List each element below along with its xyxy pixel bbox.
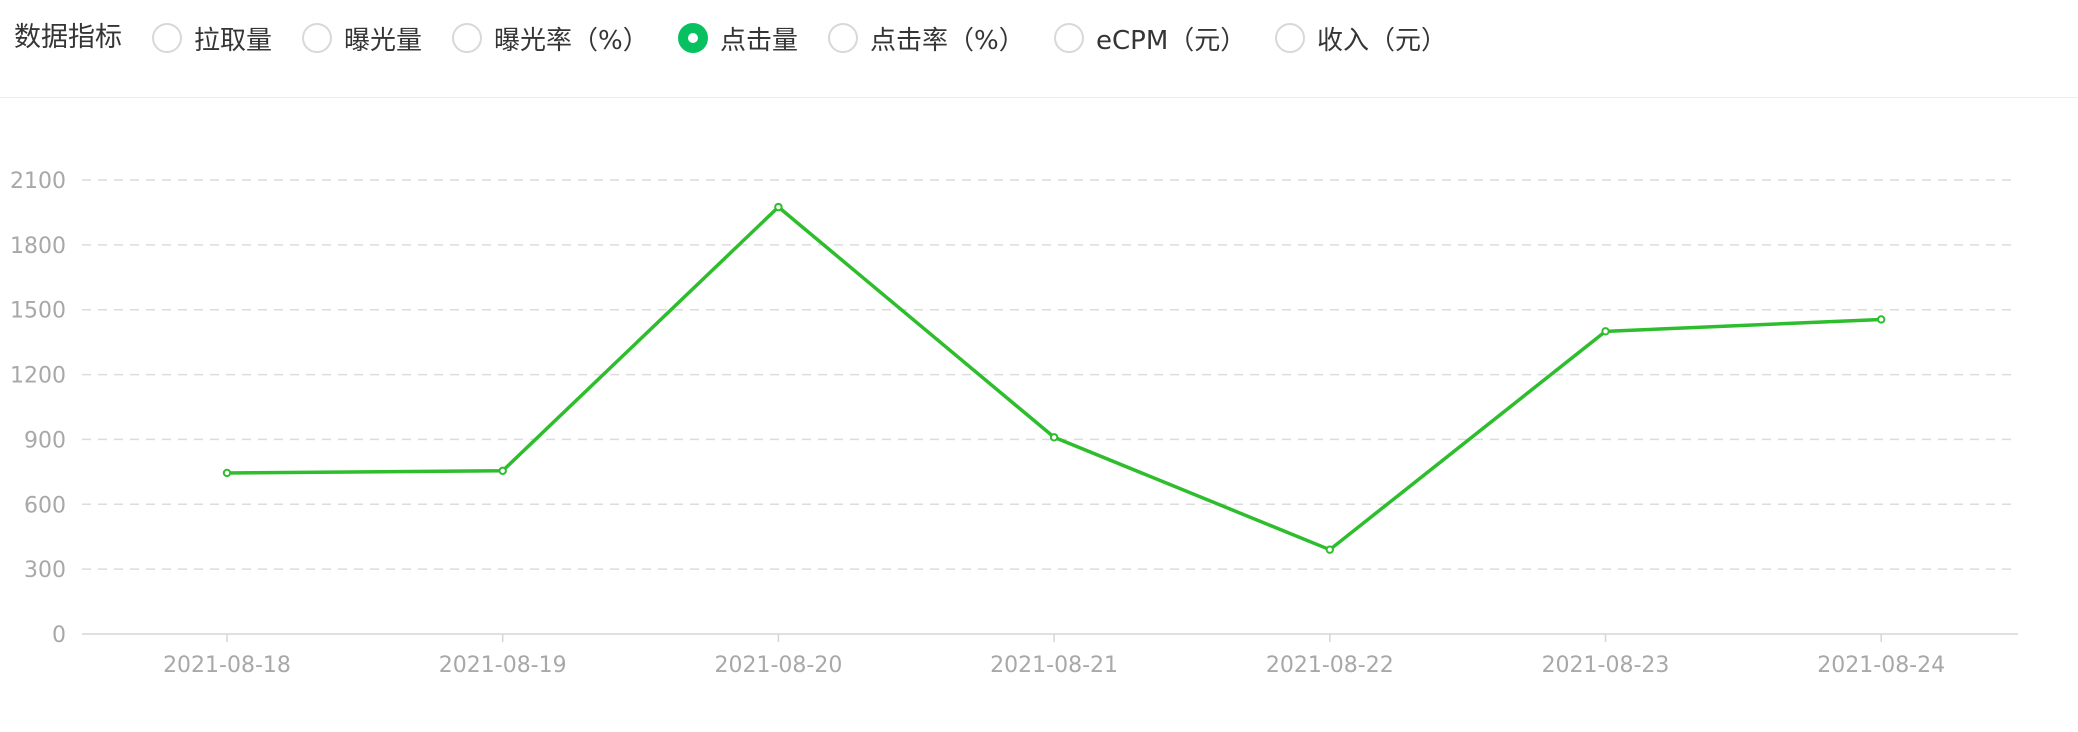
y-tick-label: 1500 (10, 299, 66, 324)
x-axis-ticks: 2021-08-18 2021-08-19 2021-08-20 2021-08-21… (163, 634, 1945, 678)
radio-option-pull-count[interactable]: 拉取量 (152, 18, 272, 58)
radio-label: 收入（元） (1317, 25, 1448, 56)
series (222, 202, 1886, 554)
y-tick-label: 900 (24, 428, 66, 453)
radio-label: 曝光量 (344, 25, 423, 56)
x-tick-label: 2021-08-18 (163, 653, 291, 678)
radio-option-impressions[interactable]: 曝光量 (302, 18, 422, 58)
data-point[interactable] (222, 468, 232, 478)
data-point[interactable] (1601, 327, 1610, 336)
radio-unchecked-icon[interactable] (1054, 23, 1084, 53)
data-point[interactable] (1877, 315, 1886, 324)
radio-label: eCPM（元） (1096, 25, 1247, 56)
metric-filter-label: 数据指标 (14, 22, 122, 53)
x-tick-label: 2021-08-21 (990, 653, 1118, 678)
radio-unchecked-icon[interactable] (302, 23, 332, 53)
radio-option-ecpm[interactable]: eCPM（元） (1054, 18, 1246, 58)
radio-unchecked-icon[interactable] (452, 23, 482, 53)
metric-toolbar: 数据指标 拉取量 曝光量 曝光率（%） 点击量 点击率（%） eCPM（元） 收… (0, 0, 2078, 98)
radio-option-clicks[interactable]: 点击量 (678, 18, 798, 58)
radio-checked-icon[interactable] (678, 23, 708, 53)
radio-unchecked-icon[interactable] (1275, 23, 1305, 53)
radio-unchecked-icon[interactable] (828, 23, 858, 53)
x-tick-label: 2021-08-24 (1817, 653, 1945, 678)
radio-label: 点击量 (720, 25, 799, 56)
x-tick-label: 2021-08-23 (1542, 653, 1670, 678)
y-tick-label: 600 (24, 493, 66, 518)
data-point[interactable] (774, 202, 783, 212)
y-tick-label: 1200 (10, 364, 66, 389)
radio-option-impression-rate[interactable]: 曝光率（%） (452, 18, 649, 58)
data-point[interactable] (1325, 545, 1335, 554)
x-tick-label: 2021-08-19 (439, 653, 567, 678)
x-tick-label: 2021-08-20 (714, 653, 842, 678)
y-tick-label: 0 (52, 623, 66, 648)
gridlines (82, 179, 2018, 570)
radio-option-revenue[interactable]: 收入（元） (1275, 18, 1447, 58)
radio-option-click-rate[interactable]: 点击率（%） (828, 18, 1025, 58)
y-tick-label: 1800 (10, 234, 66, 259)
radio-label: 曝光率（%） (494, 25, 649, 56)
y-axis-ticks: 0 300 600 900 1200 1500 1800 2100 (10, 169, 66, 648)
x-tick-label: 2021-08-22 (1266, 653, 1394, 678)
y-tick-label: 2100 (10, 169, 66, 194)
series-line (225, 205, 1883, 552)
data-point[interactable] (498, 466, 507, 475)
radio-unchecked-icon[interactable] (152, 23, 182, 53)
radio-label: 点击率（%） (870, 25, 1025, 56)
radio-label: 拉取量 (194, 25, 273, 56)
y-tick-label: 300 (24, 558, 66, 583)
data-point[interactable] (1049, 433, 1059, 442)
